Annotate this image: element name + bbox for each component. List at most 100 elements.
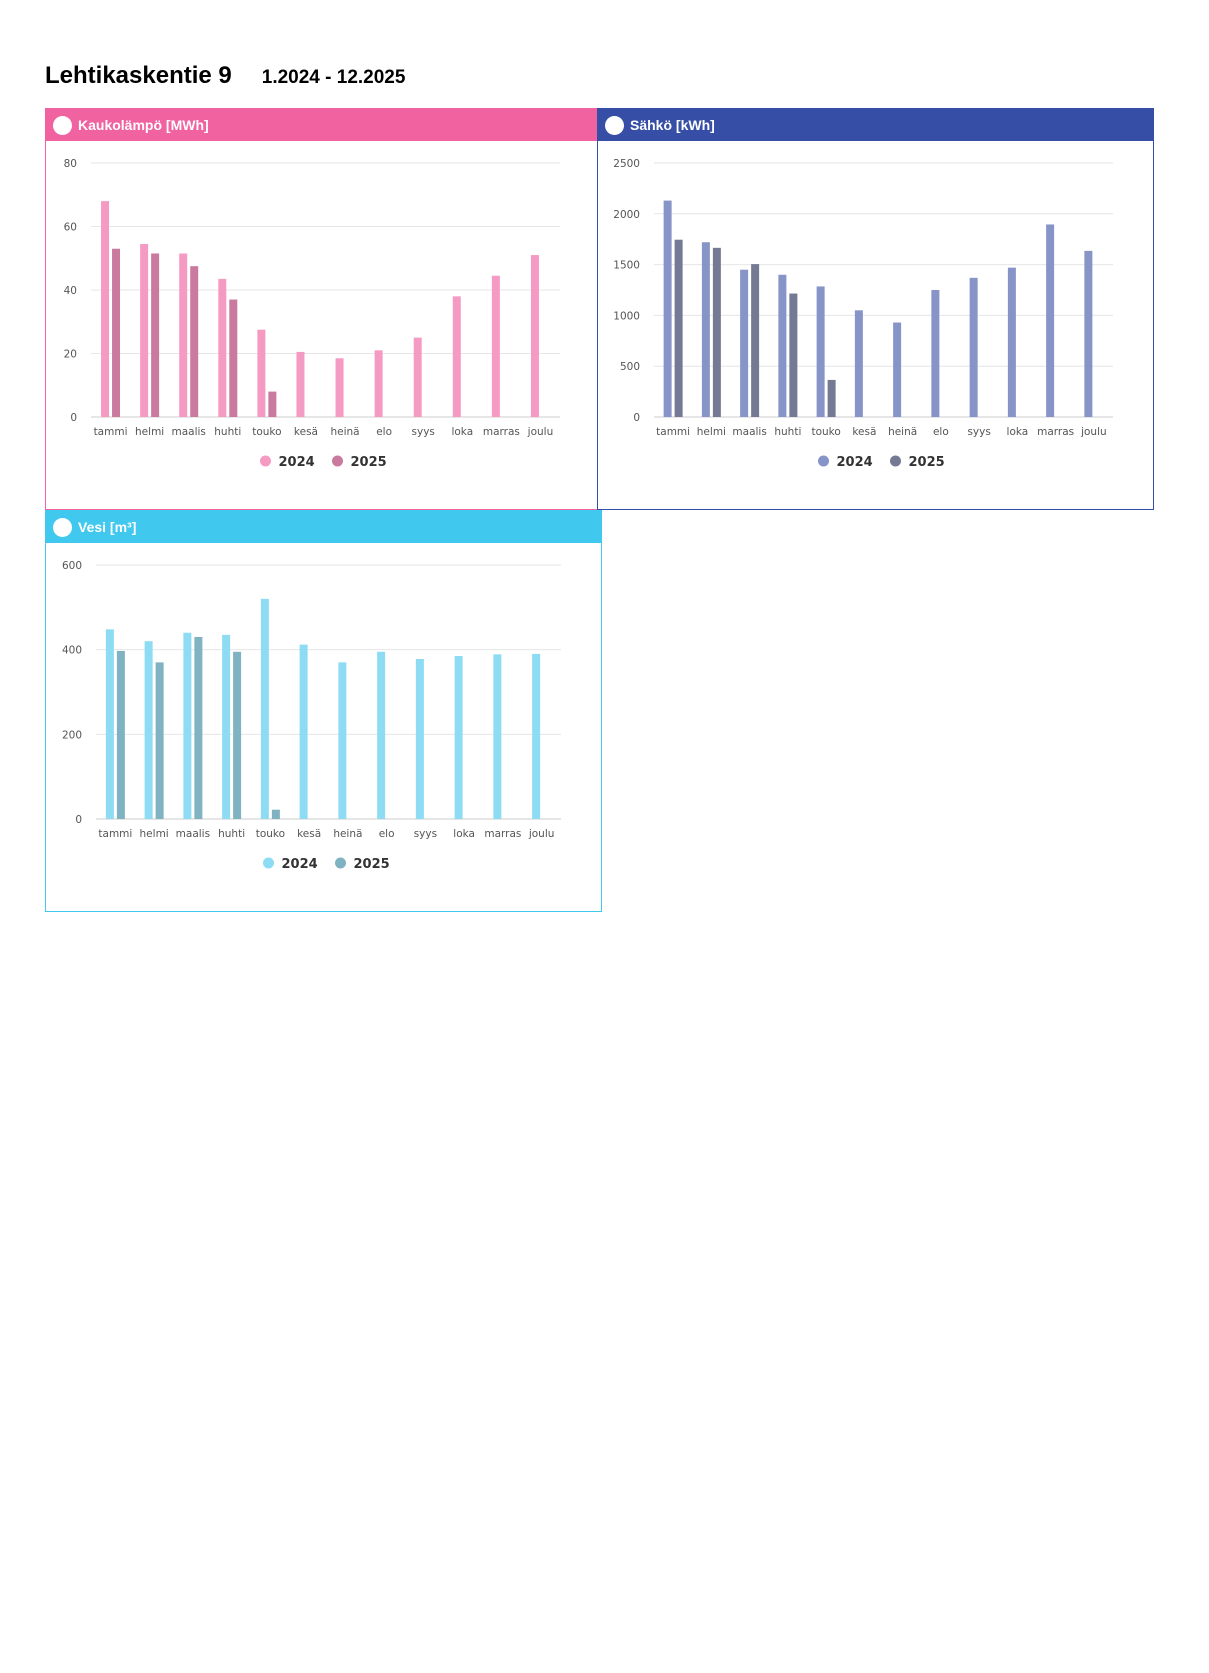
water-legend-label-2024[interactable]: 2024 — [282, 857, 318, 872]
elec-legend-marker-2024[interactable] — [818, 455, 829, 467]
elec-x-tick-label: tammi — [656, 426, 690, 438]
elec-bar-2024-kesä[interactable] — [854, 310, 863, 417]
elec-bar-2024-touko[interactable] — [816, 286, 825, 417]
electricity-chart-panel: Sähkö [kWh] 0 500 1000 1500 2000 2500 tammi hel… — [597, 108, 1154, 510]
elec-bar-2024-elo[interactable] — [931, 290, 940, 417]
water-bar-2025-maalis[interactable] — [194, 636, 203, 819]
heat-bar-2025-touko[interactable] — [268, 391, 277, 417]
water-x-tick-label: loka — [453, 828, 475, 840]
water-y-tick-label: 600 — [62, 560, 82, 572]
water-legend-marker-2024[interactable] — [263, 857, 274, 869]
water-bar-2024-touko[interactable] — [260, 598, 269, 819]
water-bar-2024-tammi[interactable] — [105, 629, 114, 819]
period-range: 1.2024 - 12.2025 — [261, 67, 406, 88]
elec-bar-2025-maalis[interactable] — [751, 264, 760, 417]
heat-x-tick-label: marras — [483, 426, 520, 438]
elec-y-tick-label: 2500 — [613, 158, 640, 170]
elec-legend-marker-2025[interactable] — [890, 455, 901, 467]
water-panel-dot-icon — [53, 517, 72, 537]
heat-x-tick-label: joulu — [527, 426, 554, 438]
heat-bar-2025-maalis[interactable] — [190, 266, 199, 417]
elec-legend-label-2024[interactable]: 2024 — [837, 455, 873, 470]
water-x-tick-label: huhti — [218, 828, 245, 840]
elec-bar-2024-loka[interactable] — [1007, 267, 1016, 417]
heat-y-tick-label: 60 — [64, 222, 77, 234]
electricity-chart: 0 500 1000 1500 2000 2500 tammi helmi maalis huht… — [613, 158, 1113, 470]
water-bar-2024-marras[interactable] — [493, 654, 502, 819]
water-bar-2024-kesä[interactable] — [299, 644, 308, 819]
heat-chart-panel: Kaukolämpö [MWh] 0 20 40 60 80 tammi helmi maal… — [45, 108, 602, 510]
heat-panel-header: Kaukolämpö [MWh] — [46, 109, 601, 141]
water-bar-2024-heinä[interactable] — [338, 662, 347, 819]
water-bar-2024-maalis[interactable] — [183, 632, 192, 819]
water-x-tick-label: touko — [256, 828, 285, 840]
elec-x-tick-label: marras — [1037, 426, 1074, 438]
heat-bar-2024-touko[interactable] — [257, 329, 266, 417]
heat-x-tick-label: maalis — [172, 426, 206, 438]
heat-y-tick-label: 40 — [64, 285, 77, 297]
heat-legend-label-2025[interactable]: 2025 — [351, 455, 387, 470]
water-legend-marker-2025[interactable] — [335, 857, 346, 869]
water-y-tick-label: 400 — [62, 645, 82, 657]
heat-bar-2025-huhti[interactable] — [229, 299, 238, 417]
elec-x-tick-label: kesä — [852, 426, 876, 438]
heat-y-tick-label: 20 — [64, 349, 77, 361]
heat-legend-marker-2025[interactable] — [332, 455, 343, 467]
elec-legend-label-2025[interactable]: 2025 — [909, 455, 945, 470]
heat-bar-2024-loka[interactable] — [452, 296, 461, 417]
water-x-tick-label: joulu — [528, 828, 555, 840]
heat-bar-2025-tammi[interactable] — [112, 248, 121, 417]
heat-bar-2024-kesä[interactable] — [296, 351, 305, 417]
heat-x-tick-label: tammi — [94, 426, 128, 438]
water-bar-2024-joulu[interactable] — [532, 653, 541, 819]
page-header: Lehtikaskentie 9 1.2024 - 12.2025 — [45, 62, 405, 90]
heat-bar-2024-marras[interactable] — [491, 275, 500, 417]
elec-bar-2024-helmi[interactable] — [701, 242, 710, 417]
elec-bar-2024-joulu[interactable] — [1084, 250, 1093, 417]
page-title: Lehtikaskentie 9 — [45, 62, 232, 89]
water-y-tick-label: 0 — [75, 814, 82, 826]
elec-bar-2025-huhti[interactable] — [789, 293, 798, 417]
water-bar-2025-huhti[interactable] — [233, 651, 242, 819]
heat-legend-marker-2024[interactable] — [260, 455, 271, 467]
elec-x-tick-label: helmi — [697, 426, 726, 438]
elec-bar-2025-helmi[interactable] — [712, 247, 721, 417]
heat-bar-2024-joulu[interactable] — [530, 255, 539, 417]
heat-bar-2025-helmi[interactable] — [151, 253, 160, 417]
heat-bar-2024-huhti[interactable] — [218, 278, 227, 417]
elec-x-tick-label: joulu — [1080, 426, 1107, 438]
heat-bar-2024-maalis[interactable] — [179, 253, 188, 417]
heat-chart: 0 20 40 60 80 tammi helmi maalis huhti touko kesä h… — [64, 158, 560, 470]
heat-x-tick-label: touko — [252, 426, 281, 438]
water-x-tick-label: tammi — [98, 828, 132, 840]
water-bar-2025-tammi[interactable] — [116, 650, 125, 819]
elec-bar-2024-syys[interactable] — [969, 277, 978, 417]
heat-y-tick-label: 0 — [70, 412, 77, 424]
water-x-tick-label: syys — [414, 828, 437, 840]
heat-legend-label-2024[interactable]: 2024 — [279, 455, 315, 470]
heat-bar-2024-heinä[interactable] — [335, 358, 344, 417]
elec-bar-2024-tammi[interactable] — [663, 200, 672, 417]
heat-bar-2024-syys[interactable] — [413, 337, 422, 417]
elec-x-tick-label: elo — [933, 426, 949, 438]
heat-bar-2024-tammi[interactable] — [101, 201, 110, 417]
heat-bar-2024-elo[interactable] — [374, 350, 383, 417]
water-bar-2025-helmi[interactable] — [155, 662, 164, 819]
water-bar-2024-huhti[interactable] — [222, 634, 231, 819]
elec-bar-2024-marras[interactable] — [1046, 224, 1055, 417]
heat-x-tick-label: elo — [376, 426, 392, 438]
heat-bar-2024-helmi[interactable] — [140, 243, 149, 417]
elec-bar-2024-maalis[interactable] — [740, 269, 749, 417]
elec-bar-2024-huhti[interactable] — [778, 274, 787, 417]
water-legend-label-2025[interactable]: 2025 — [354, 857, 390, 872]
heat-x-tick-label: heinä — [330, 426, 359, 438]
water-bar-2025-touko[interactable] — [271, 809, 280, 819]
elec-bar-2025-tammi[interactable] — [674, 239, 683, 417]
elec-bar-2024-heinä[interactable] — [893, 322, 902, 417]
water-bar-2024-loka[interactable] — [454, 656, 463, 819]
water-bar-2024-elo[interactable] — [377, 651, 386, 819]
elec-bar-2025-touko[interactable] — [827, 379, 836, 417]
water-bar-2024-helmi[interactable] — [144, 641, 153, 819]
water-x-tick-label: heinä — [333, 828, 362, 840]
water-bar-2024-syys[interactable] — [415, 658, 424, 819]
